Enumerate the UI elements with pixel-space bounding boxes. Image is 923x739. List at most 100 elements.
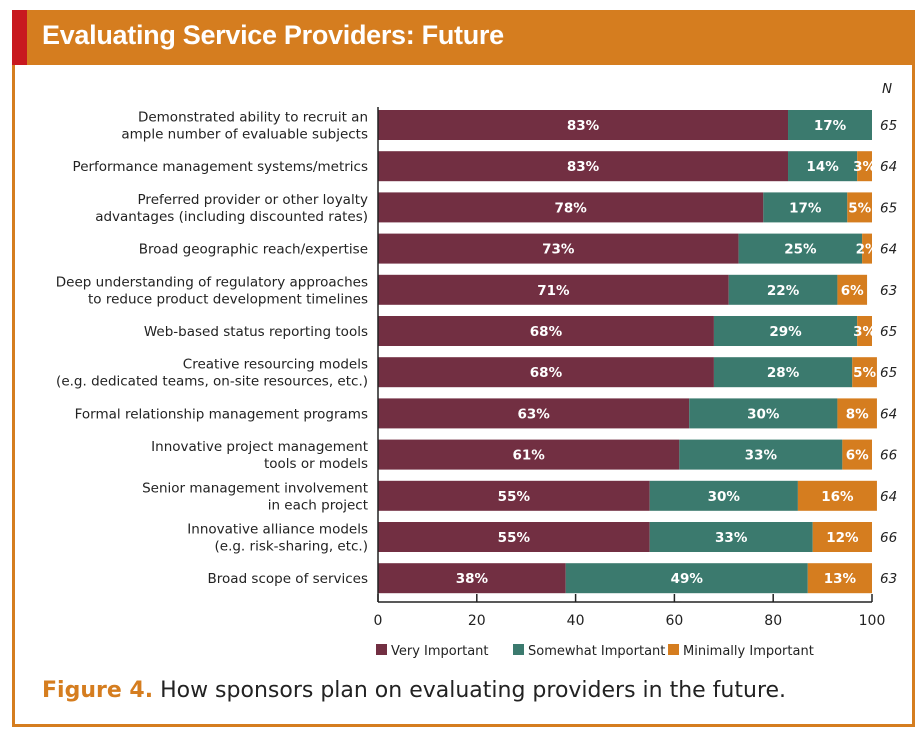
bar-value-label: 30% bbox=[747, 406, 780, 422]
category-label: Demonstrated ability to recruit an bbox=[138, 110, 368, 126]
bar-minimally-important bbox=[837, 398, 877, 429]
figure-frame bbox=[12, 10, 915, 727]
bar-somewhat-important bbox=[788, 151, 858, 182]
figure-caption: Figure 4. How sponsors plan on evaluatin… bbox=[42, 678, 786, 703]
bar-value-label: 73% bbox=[542, 242, 575, 258]
category-label: Broad scope of services bbox=[208, 571, 368, 587]
header-accent bbox=[12, 10, 27, 65]
bar-somewhat-important bbox=[763, 192, 848, 223]
bar-value-label: 16% bbox=[821, 489, 854, 505]
bar-value-label: 12% bbox=[826, 530, 859, 546]
bar-somewhat-important bbox=[649, 480, 798, 511]
bar-value-label: 3% bbox=[853, 324, 876, 340]
bar-very-important bbox=[378, 274, 729, 305]
chart-title: Evaluating Service Providers: Future bbox=[42, 20, 504, 50]
bar-very-important bbox=[378, 522, 650, 552]
bar-very-important bbox=[378, 439, 680, 470]
bar-somewhat-important bbox=[788, 110, 872, 140]
bar-value-label: 29% bbox=[769, 324, 802, 340]
bar-minimally-important bbox=[807, 563, 872, 594]
bar-value-label: 14% bbox=[806, 159, 839, 175]
n-value: 65 bbox=[880, 118, 897, 134]
legend-label: Somewhat Important bbox=[528, 644, 665, 659]
bar-minimally-important bbox=[852, 357, 877, 388]
bar-minimally-important bbox=[812, 522, 872, 552]
category-label: Performance management systems/metrics bbox=[73, 159, 368, 175]
bar-value-label: 22% bbox=[767, 283, 800, 299]
bar-value-label: 38% bbox=[456, 571, 489, 587]
bar-value-label: 30% bbox=[708, 489, 741, 505]
bar-value-label: 78% bbox=[554, 200, 587, 216]
bar-somewhat-important bbox=[689, 398, 838, 429]
figure-number: Figure 4. bbox=[42, 678, 154, 703]
x-tick-label: 0 bbox=[374, 613, 383, 629]
bar-value-label: 83% bbox=[567, 159, 600, 175]
bar-minimally-important bbox=[857, 151, 872, 182]
n-value: 64 bbox=[880, 159, 897, 175]
bar-very-important bbox=[378, 316, 714, 346]
bar-very-important bbox=[378, 233, 739, 264]
category-label: to reduce product development timelines bbox=[88, 291, 368, 307]
n-value: 64 bbox=[880, 406, 897, 422]
bar-somewhat-important bbox=[728, 274, 838, 305]
x-tick-label: 60 bbox=[665, 613, 683, 629]
category-label: Deep understanding of regulatory approac… bbox=[56, 274, 368, 290]
n-value: 64 bbox=[880, 242, 897, 258]
x-tick-label: 80 bbox=[764, 613, 782, 629]
bar-somewhat-important bbox=[565, 563, 808, 594]
legend-swatch bbox=[513, 644, 524, 655]
category-label: (e.g. risk-sharing, etc.) bbox=[215, 539, 369, 555]
bar-value-label: 33% bbox=[745, 448, 778, 464]
n-value: 66 bbox=[880, 530, 897, 546]
bar-very-important bbox=[378, 480, 650, 511]
legend-swatch bbox=[668, 644, 679, 655]
bar-value-label: 33% bbox=[715, 530, 748, 546]
bar-value-label: 28% bbox=[767, 365, 800, 381]
category-label: tools or models bbox=[264, 456, 368, 472]
category-label: Formal relationship management programs bbox=[75, 406, 368, 422]
category-label: advantages (including discounted rates) bbox=[95, 209, 368, 225]
bar-minimally-important bbox=[857, 316, 872, 346]
n-value: 63 bbox=[880, 283, 897, 299]
x-tick-label: 40 bbox=[567, 613, 585, 629]
bar-value-label: 68% bbox=[530, 324, 563, 340]
bar-value-label: 55% bbox=[498, 489, 531, 505]
bar-somewhat-important bbox=[679, 439, 843, 470]
bar-minimally-important bbox=[797, 480, 877, 511]
category-label: ample number of evaluable subjects bbox=[121, 127, 368, 143]
bar-value-label: 17% bbox=[789, 200, 822, 216]
bar-minimally-important bbox=[847, 192, 872, 223]
category-label: Creative resourcing models bbox=[183, 357, 368, 373]
category-label: (e.g. dedicated teams, on-site resources… bbox=[56, 374, 368, 390]
bar-value-label: 68% bbox=[530, 365, 563, 381]
bar-value-label: 3% bbox=[853, 159, 876, 175]
bar-very-important bbox=[378, 357, 714, 388]
bar-value-label: 71% bbox=[537, 283, 570, 299]
n-value: 65 bbox=[880, 324, 897, 340]
n-header: N bbox=[882, 81, 892, 97]
bar-value-label: 83% bbox=[567, 118, 600, 134]
bar-value-label: 5% bbox=[848, 200, 871, 216]
bar-somewhat-important bbox=[713, 316, 858, 346]
bar-minimally-important bbox=[862, 233, 872, 264]
bar-value-label: 13% bbox=[824, 571, 857, 587]
n-value: 65 bbox=[880, 365, 897, 381]
bar-very-important bbox=[378, 398, 690, 429]
category-label: Innovative project management bbox=[151, 439, 368, 455]
category-label: in each project bbox=[268, 497, 368, 513]
bar-minimally-important bbox=[837, 274, 868, 305]
category-label: Preferred provider or other loyalty bbox=[138, 192, 368, 208]
n-value: 63 bbox=[880, 571, 897, 587]
bar-value-label: 2% bbox=[856, 242, 879, 258]
bar-very-important bbox=[378, 192, 764, 223]
bar-very-important bbox=[378, 563, 566, 594]
category-label: Senior management involvement bbox=[142, 480, 368, 496]
legend-label: Very Important bbox=[391, 644, 489, 659]
bar-value-label: 49% bbox=[671, 571, 704, 587]
bar-value-label: 6% bbox=[846, 448, 869, 464]
bar-very-important bbox=[378, 110, 789, 140]
legend-label: Minimally Important bbox=[683, 644, 814, 659]
n-value: 64 bbox=[880, 489, 897, 505]
caption-text: How sponsors plan on evaluating provider… bbox=[153, 678, 787, 703]
